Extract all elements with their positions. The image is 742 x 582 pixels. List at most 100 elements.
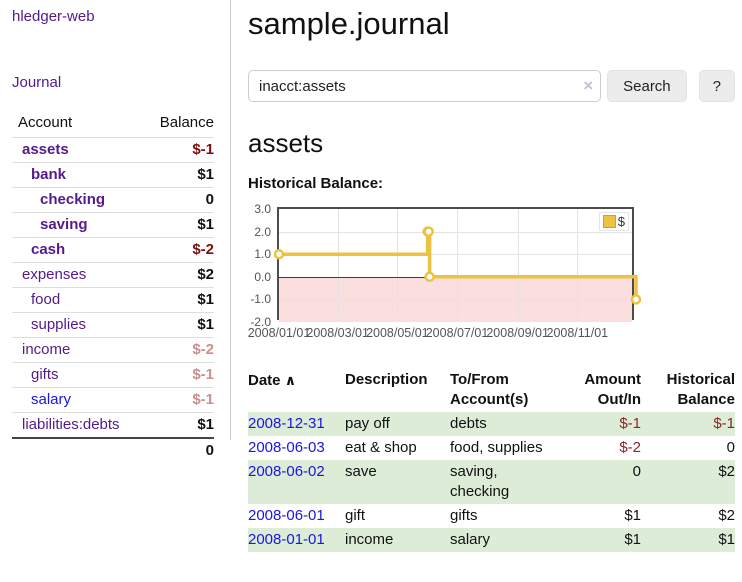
search-input[interactable]	[248, 70, 602, 102]
transaction-balance: $-1	[713, 415, 735, 432]
account-link-gifts[interactable]: gifts	[31, 366, 59, 383]
transaction-account: saving, checking	[450, 463, 510, 500]
transaction-date-link[interactable]: 2008-06-03	[248, 439, 325, 456]
account-balance: $-2	[192, 341, 214, 358]
clear-search-icon[interactable]: ×	[583, 76, 594, 95]
account-balance: $-1	[192, 391, 214, 408]
page-title: sample.journal	[248, 6, 450, 41]
app-title-link[interactable]: hledger-web	[12, 8, 95, 25]
accounts-header-balance: Balance	[159, 114, 214, 131]
account-link-expenses[interactable]: expenses	[22, 266, 87, 283]
register-header-row: Date ∧ Description To/From Account(s) Am…	[248, 368, 735, 412]
transaction-row: 2008-01-01 income salary $1 $1	[248, 528, 735, 552]
account-row: gifts $-1	[12, 362, 214, 388]
transaction-account: debts	[450, 415, 487, 432]
date-header-label: Date	[248, 372, 281, 389]
account-link-bank[interactable]: bank	[31, 166, 67, 183]
x-tick-label: 2008/07/01	[425, 326, 489, 340]
v-gridline	[457, 209, 458, 318]
main-content: sample.journal × Search ? assets Histori…	[248, 0, 735, 552]
transaction-description: pay off	[345, 415, 390, 432]
sidebar: hledger-web Journal Account Balance asse…	[0, 0, 231, 459]
data-point-marker	[424, 271, 435, 283]
account-balance: $1	[197, 316, 214, 333]
account-row: salary $-1	[12, 387, 214, 413]
account-row: assets $-1	[12, 137, 214, 163]
x-tick-label: 2008/05/01	[366, 326, 429, 340]
x-tick-label: 2008/01/01	[247, 326, 311, 340]
account-row: liabilities:debts $1	[12, 412, 214, 439]
y-tick-label: -2.0	[250, 315, 271, 329]
transaction-description: eat & shop	[345, 439, 417, 456]
account-balance: $1	[197, 416, 214, 433]
data-point-marker	[423, 226, 434, 237]
account-row: expenses $2	[12, 262, 214, 288]
account-link-checking[interactable]: checking	[40, 191, 106, 208]
sort-asc-icon: ∧	[284, 372, 297, 388]
account-balance: $1	[197, 216, 214, 233]
search-bar: × Search ?	[248, 70, 735, 102]
transaction-date-link[interactable]: 2008-01-01	[248, 531, 325, 548]
transaction-balance: $2	[718, 463, 735, 480]
transaction-amount: $1	[624, 531, 641, 548]
account-link-food[interactable]: food	[31, 291, 61, 308]
sidebar-item-journal[interactable]: Journal	[12, 74, 62, 91]
accounts-total-row: 0	[12, 438, 214, 463]
transaction-balance: $1	[718, 531, 735, 548]
account-balance: 0	[205, 191, 214, 208]
transaction-description: gift	[345, 507, 366, 524]
accounts-table: Account Balance assets $-1 bank $1 checkin…	[12, 112, 214, 463]
account-row: bank $1	[12, 162, 214, 188]
transaction-account: salary	[450, 531, 491, 548]
register-table: Date ∧ Description To/From Account(s) Am…	[248, 368, 735, 552]
register-header-balance: Historical Balance	[666, 371, 735, 408]
transaction-date-link[interactable]: 2008-12-31	[248, 415, 325, 432]
chart-title: Historical Balance:	[248, 175, 384, 192]
x-tick-label: 2008/09/01	[486, 326, 549, 340]
account-row: cash $-2	[12, 237, 214, 263]
account-link-income[interactable]: income	[22, 341, 71, 358]
h-gridline	[279, 231, 632, 233]
v-gridline	[577, 209, 579, 318]
transaction-description: income	[345, 531, 394, 548]
y-tick-label: 2.0	[254, 224, 271, 239]
register-header-date[interactable]: Date ∧	[248, 368, 345, 412]
register-header-amount: Amount Out/In	[584, 371, 641, 408]
y-tick-label: 1.0	[254, 247, 271, 262]
transaction-amount: $-2	[619, 439, 641, 456]
account-row: food $1	[12, 287, 214, 313]
y-tick-label: -1.0	[250, 292, 271, 307]
transaction-date-link[interactable]: 2008-06-01	[248, 507, 325, 524]
transaction-date-link[interactable]: 2008-06-02	[248, 463, 325, 480]
account-balance: $1	[197, 291, 214, 308]
y-tick-label: 3.0	[254, 202, 271, 216]
account-link-liabilities-debts[interactable]: liabilities:debts	[22, 416, 120, 433]
accounts-total: 0	[205, 442, 214, 459]
search-button[interactable]: Search	[607, 70, 687, 102]
h-gridline	[279, 254, 632, 256]
account-balance: $2	[197, 266, 214, 283]
transaction-amount: 0	[632, 463, 641, 480]
transaction-description: save	[345, 463, 377, 480]
x-tick-label: 2008/03/01	[306, 326, 369, 340]
legend-swatch-icon	[602, 215, 616, 228]
h-gridline	[279, 299, 632, 301]
account-link-assets[interactable]: assets	[22, 141, 69, 158]
transaction-row: 2008-06-02 save saving, checking 0 $2	[248, 460, 735, 504]
account-balance: $-1	[192, 141, 214, 158]
account-balance: $1	[197, 166, 214, 183]
x-tick-label: 2008/11/01	[546, 326, 609, 340]
transaction-amount: $1	[624, 507, 641, 524]
account-balance: $-2	[192, 241, 214, 258]
register-header-description: Description	[345, 371, 428, 388]
account-link-cash[interactable]: cash	[31, 241, 66, 258]
account-link-salary[interactable]: salary	[31, 391, 72, 408]
y-tick-label: 0.0	[254, 269, 271, 284]
help-button[interactable]: ?	[698, 70, 735, 102]
legend-label: $	[617, 214, 625, 229]
account-link-saving[interactable]: saving	[40, 216, 88, 233]
account-link-supplies[interactable]: supplies	[31, 316, 87, 333]
transaction-amount: $-1	[619, 415, 641, 432]
account-balance: $-1	[192, 366, 214, 383]
transaction-row: 2008-06-03 eat & shop food, supplies $-2…	[248, 436, 735, 460]
